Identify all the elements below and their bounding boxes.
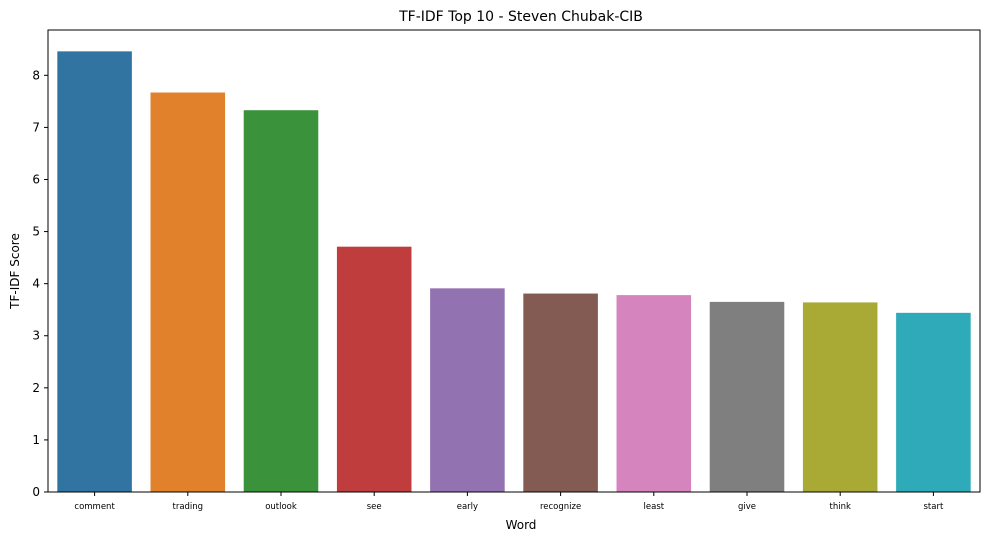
x-tick-label: recognize	[540, 502, 581, 512]
x-tick-label: early	[457, 502, 478, 512]
y-tick-label: 1	[32, 433, 40, 447]
bar-early	[430, 288, 505, 492]
x-tick-label: trading	[173, 502, 204, 512]
bar-recognize	[523, 293, 598, 492]
x-tick-label: comment	[74, 502, 115, 512]
bar-comment	[57, 51, 132, 492]
bar-outlook	[243, 110, 319, 493]
bar-give	[709, 301, 785, 492]
chart-title: TF-IDF Top 10 - Steven Chubak-CIB	[398, 9, 643, 25]
x-axis-label: Word	[506, 518, 537, 532]
y-tick-label: 7	[32, 120, 40, 134]
y-tick-label: 2	[32, 381, 40, 395]
x-tick-label: think	[829, 502, 850, 512]
x-tick-label: start	[923, 502, 943, 512]
y-tick-label: 5	[32, 225, 40, 239]
bar-least	[616, 295, 692, 492]
y-tick-label: 3	[32, 329, 40, 343]
y-tick-label: 8	[32, 68, 40, 82]
plot-frame	[47, 29, 981, 493]
x-tick-label: outlook	[265, 502, 297, 512]
x-tick-label: see	[367, 502, 382, 512]
x-tick-label: least	[644, 502, 665, 512]
bar-think	[802, 302, 878, 492]
y-tick-label: 4	[32, 277, 40, 291]
bar-trading	[150, 92, 226, 493]
bar-see	[336, 246, 412, 492]
x-tick-label: give	[738, 502, 756, 512]
bar-start	[896, 312, 971, 492]
y-axis-label: TF-IDF Score	[8, 233, 22, 310]
y-tick-label: 6	[32, 172, 40, 186]
y-tick-label: 0	[32, 485, 40, 499]
